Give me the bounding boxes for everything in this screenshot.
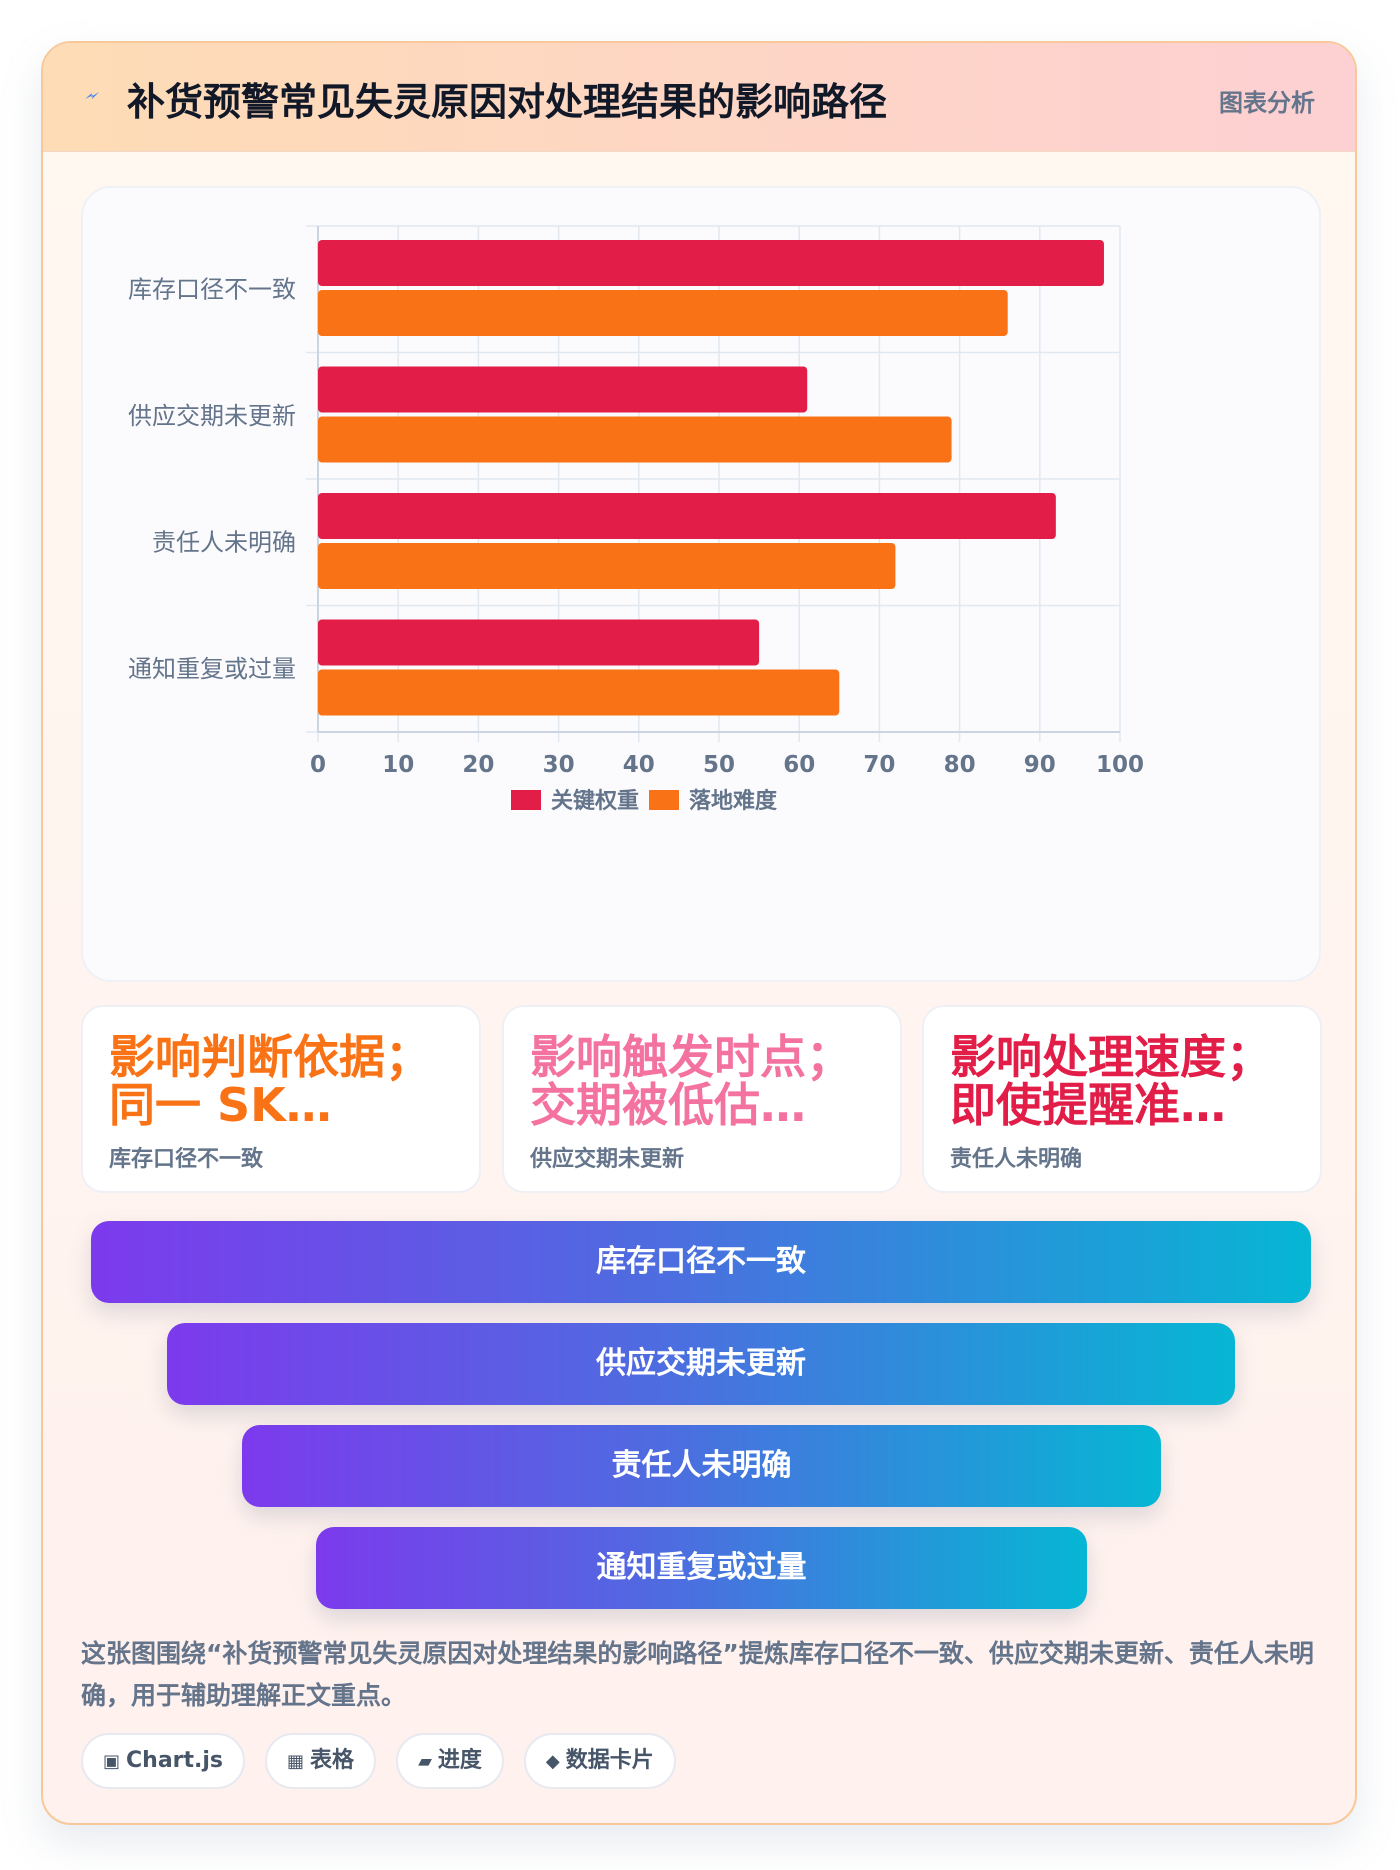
- stat-card-3: 影响处理速度； 即使提醒准… 责任人未明确: [922, 1005, 1322, 1193]
- stat-card-1: 影响判断依据； 同一 SK… 库存口径不一致: [81, 1005, 481, 1193]
- stat-card-3-label: 责任人未明确: [950, 1147, 1083, 1172]
- stat-card-3-value: 影响处理速度； 即使提醒准…: [950, 1030, 1272, 1132]
- bar-2: [318, 543, 896, 589]
- progress-icon: ▰: [418, 1751, 432, 1772]
- chip-chartjs[interactable]: ▣ Chart.js: [81, 1733, 246, 1789]
- funnel-step-1: 库存口径不一致: [91, 1221, 1311, 1303]
- y-tick-label: 责任人未明确: [152, 528, 296, 556]
- x-tick-label: 20: [462, 752, 494, 778]
- x-tick-label: 90: [1024, 752, 1056, 778]
- chip-table[interactable]: ▦ 表格: [265, 1733, 377, 1789]
- x-tick-label: 60: [783, 752, 815, 778]
- card-header: 补货预警常见失灵原因对处理结果的影响路径 图表分析: [43, 43, 1355, 152]
- chart-analysis-tag: 图表分析: [1219, 89, 1315, 117]
- x-tick-label: 30: [543, 752, 575, 778]
- bar-1: [318, 493, 1056, 539]
- legend-swatch: [511, 790, 541, 810]
- chart-icon: ▣: [103, 1751, 121, 1772]
- page-title: 补货预警常见失灵原因对处理结果的影响路径: [127, 80, 888, 124]
- funnel-step-3: 责任人未明确: [242, 1425, 1161, 1507]
- bar-2: [318, 669, 840, 716]
- bar-1: [318, 240, 1104, 286]
- table-icon: ▦: [287, 1751, 305, 1772]
- stat-card-2-label: 供应交期未更新: [530, 1147, 685, 1172]
- diamond-icon: ◆: [545, 1751, 560, 1772]
- chip-data-card[interactable]: ◆ 数据卡片: [523, 1733, 676, 1789]
- chart-panel: 0 10 20 30 40 50 60 70 80 90 100 库存口径不一致 供应交期未更新责任人未…: [81, 186, 1321, 982]
- x-tick-label: 70: [863, 752, 895, 778]
- x-tick-label: 0: [310, 752, 326, 778]
- bar-1: [318, 619, 760, 666]
- y-tick-label: 供应交期未更新: [128, 402, 296, 430]
- description-text: 这张图围绕“补货预警常见失灵原因对处理结果的影响路径”提炼库存口径不一致、供应交…: [81, 1639, 1314, 1710]
- x-tick-label: 80: [944, 752, 976, 778]
- bar-2: [318, 290, 1008, 336]
- stat-card-2-value: 影响触发时点； 交期被低估…: [530, 1030, 852, 1132]
- x-tick-label: 50: [703, 752, 735, 778]
- bar-2: [318, 416, 952, 463]
- y-tick-label: 通知重复或过量: [128, 655, 296, 683]
- stat-card-2: 影响触发时点； 交期被低估… 供应交期未更新: [502, 1005, 902, 1193]
- lightning-icon: [85, 92, 99, 99]
- x-tick-label: 40: [623, 752, 655, 778]
- legend-label: 关键权重: [551, 788, 639, 814]
- x-tick-label: 100: [1096, 752, 1144, 778]
- stat-card-1-label: 库存口径不一致: [109, 1147, 264, 1172]
- chip-progress[interactable]: ▰ 进度: [396, 1733, 504, 1789]
- funnel-step-2: 供应交期未更新: [167, 1323, 1235, 1405]
- legend-swatch: [649, 790, 679, 810]
- feature-chips: ▣ Chart.js ▦ 表格 ▰ 进度 ◆ 数据卡片: [81, 1733, 696, 1791]
- funnel-step-4: 通知重复或过量: [316, 1527, 1087, 1609]
- main-card: 补货预警常见失灵原因对处理结果的影响路径 图表分析 0 10 20 30 40 50 60 7…: [41, 41, 1357, 1825]
- stat-card-1-value: 影响判断依据； 同一 SK…: [109, 1030, 431, 1132]
- bar-1: [318, 366, 808, 413]
- legend-label: 落地难度: [689, 788, 778, 814]
- x-tick-label: 10: [382, 752, 414, 778]
- y-tick-label: 库存口径不一致: [128, 275, 296, 303]
- bar-chart: 0 10 20 30 40 50 60 70 80 90 100 库存口径不一致供应交期未更新责任人未…: [128, 225, 1144, 814]
